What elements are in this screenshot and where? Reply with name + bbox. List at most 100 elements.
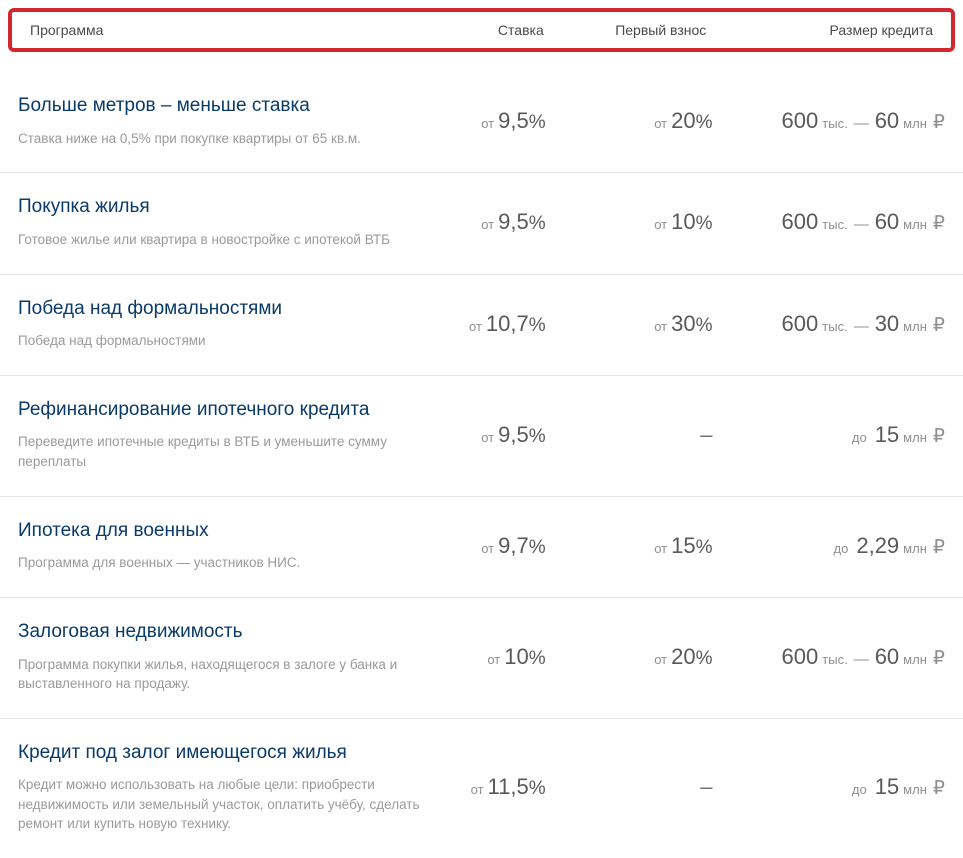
rate-cell: от 9,7% <box>444 533 555 559</box>
program-title-link[interactable]: Победа над формальностями <box>18 297 424 322</box>
program-block: Кредит под залог имеющегося жилья Кредит … <box>18 741 444 834</box>
dash-icon: – <box>700 774 712 800</box>
down-prefix: от <box>654 116 667 131</box>
downpayment-cell: – <box>556 774 723 800</box>
rate-prefix: от <box>487 652 500 667</box>
program-title-link[interactable]: Рефинансирование ипотечного кредита <box>18 398 424 423</box>
header-col-amount: Размер кредита <box>716 22 933 38</box>
ruble-icon: ₽ <box>933 314 945 337</box>
dash-icon: – <box>700 422 712 448</box>
amount-wrap: 600тыс.—30млн₽ <box>782 311 945 337</box>
amount-from-unit: тыс. <box>822 116 847 131</box>
percent-icon: % <box>529 426 546 448</box>
amount-wrap: 600тыс.—60млн₽ <box>782 644 945 670</box>
downpayment-cell: от20% <box>556 644 723 670</box>
down-value: 10 <box>671 209 695 235</box>
percent-icon: % <box>696 112 713 134</box>
program-block: Рефинансирование ипотечного кредита Перев… <box>18 398 444 472</box>
range-separator-icon: — <box>854 216 869 233</box>
program-title-link[interactable]: Кредит под залог имеющегося жилья <box>18 741 424 766</box>
program-title-link[interactable]: Покупка жилья <box>18 195 424 220</box>
amount-wrap: до 2,29 млн ₽ <box>834 533 945 559</box>
table-row: Кредит под залог имеющегося жилья Кредит … <box>0 719 963 858</box>
down-prefix: от <box>654 217 667 232</box>
amount-from-value: 600 <box>782 644 819 670</box>
downpayment-cell: от 10% <box>556 209 723 235</box>
percent-icon: % <box>529 537 546 559</box>
amount-value: 15 <box>875 422 899 448</box>
ruble-icon: ₽ <box>933 212 945 235</box>
down-value: 15 <box>671 533 695 559</box>
rate-cell: от 9,5% <box>444 422 555 448</box>
rate-prefix: от <box>481 430 494 445</box>
amount-cell: 600тыс. — 60 млн ₽ <box>723 209 945 235</box>
amount-from-value: 600 <box>782 108 819 134</box>
percent-icon: % <box>696 213 713 235</box>
program-description: Программа покупки жилья, находящегося в … <box>18 655 424 694</box>
amount-unit: млн <box>903 782 927 797</box>
ruble-icon: ₽ <box>933 111 945 134</box>
program-description: Кредит можно использовать на любые цели:… <box>18 775 424 834</box>
downpayment-cell: от15% <box>556 533 723 559</box>
amount-wrap: 600тыс. — 60 млн ₽ <box>782 209 945 235</box>
amount-value: 2,29 <box>856 533 899 559</box>
program-title-link[interactable]: Больше метров – меньше ставка <box>18 94 424 119</box>
amount-to-value: 60 <box>875 108 899 134</box>
downpayment-cell: от30% <box>556 311 723 337</box>
program-block: Победа над формальностямиПобеда над форм… <box>18 297 444 351</box>
rate-value: 11,5 <box>488 774 529 800</box>
ruble-icon: ₽ <box>933 777 945 800</box>
table-row: Больше метров – меньше ставкаСтавка ниже… <box>0 72 963 173</box>
down-value: 30 <box>671 311 695 337</box>
amount-to-value: 60 <box>875 209 899 235</box>
ruble-icon: ₽ <box>933 425 945 448</box>
percent-icon: % <box>529 778 546 800</box>
amount-wrap: до15млн₽ <box>852 422 945 448</box>
program-description: Готовое жилье или квартира в новостройке… <box>18 230 424 250</box>
header-col-down: Первый взнос <box>554 22 717 38</box>
down-prefix: от <box>654 541 667 556</box>
down-value: 20 <box>671 108 695 134</box>
amount-cell: 600тыс.—30млн₽ <box>723 311 945 337</box>
amount-cell: до15млн₽ <box>723 774 945 800</box>
amount-to-unit: млн <box>903 217 927 232</box>
amount-from-unit: тыс. <box>822 217 847 232</box>
down-prefix: от <box>654 652 667 667</box>
rate-cell: от10% <box>444 644 555 670</box>
amount-cell: до15млн₽ <box>723 422 945 448</box>
ruble-icon: ₽ <box>933 536 945 559</box>
amount-from-value: 600 <box>782 209 819 235</box>
program-title-link[interactable]: Ипотека для военных <box>18 519 424 544</box>
percent-icon: % <box>696 648 713 670</box>
amount-to-unit: млн <box>903 319 927 334</box>
program-title-link[interactable]: Залоговая недвижимость <box>18 620 424 645</box>
amount-wrap: 600тыс.—60млн₽ <box>782 108 945 134</box>
rate-value: 9,5 <box>498 108 529 134</box>
rate-value: 9,7 <box>498 533 529 559</box>
header-col-rate: Ставка <box>445 22 553 38</box>
program-block: Больше метров – меньше ставкаСтавка ниже… <box>18 94 444 148</box>
table-row: Ипотека для военных Программа для военных… <box>0 497 963 598</box>
rate-prefix: от <box>481 541 494 556</box>
amount-cell: до 2,29 млн ₽ <box>723 533 945 559</box>
amount-to-unit: млн <box>903 116 927 131</box>
amount-cell: 600тыс.—60млн₽ <box>723 108 945 134</box>
program-block: Залоговая недвижимость Программа покупки … <box>18 620 444 694</box>
program-description: Программа для военных — участников НИС. <box>18 553 424 573</box>
rate-cell: от11,5% <box>444 774 555 800</box>
amount-value: 15 <box>875 774 899 800</box>
range-separator-icon: — <box>854 318 869 335</box>
table-body: Больше метров – меньше ставкаСтавка ниже… <box>0 72 963 858</box>
program-description: Переведите ипотечные кредиты в ВТБ и уме… <box>18 432 424 471</box>
percent-icon: % <box>696 315 713 337</box>
rate-cell: от10,7% <box>444 311 555 337</box>
rate-value: 9,5 <box>498 422 529 448</box>
table-row: Покупка жилья Готовое жилье или квартира … <box>0 173 963 274</box>
amount-from-unit: тыс. <box>822 652 847 667</box>
rate-prefix: от <box>481 116 494 131</box>
rate-value: 10 <box>504 644 528 670</box>
rate-prefix: от <box>469 319 482 334</box>
amount-unit: млн <box>903 541 927 556</box>
amount-from-unit: тыс. <box>822 319 847 334</box>
amount-prefix: до <box>834 541 849 556</box>
